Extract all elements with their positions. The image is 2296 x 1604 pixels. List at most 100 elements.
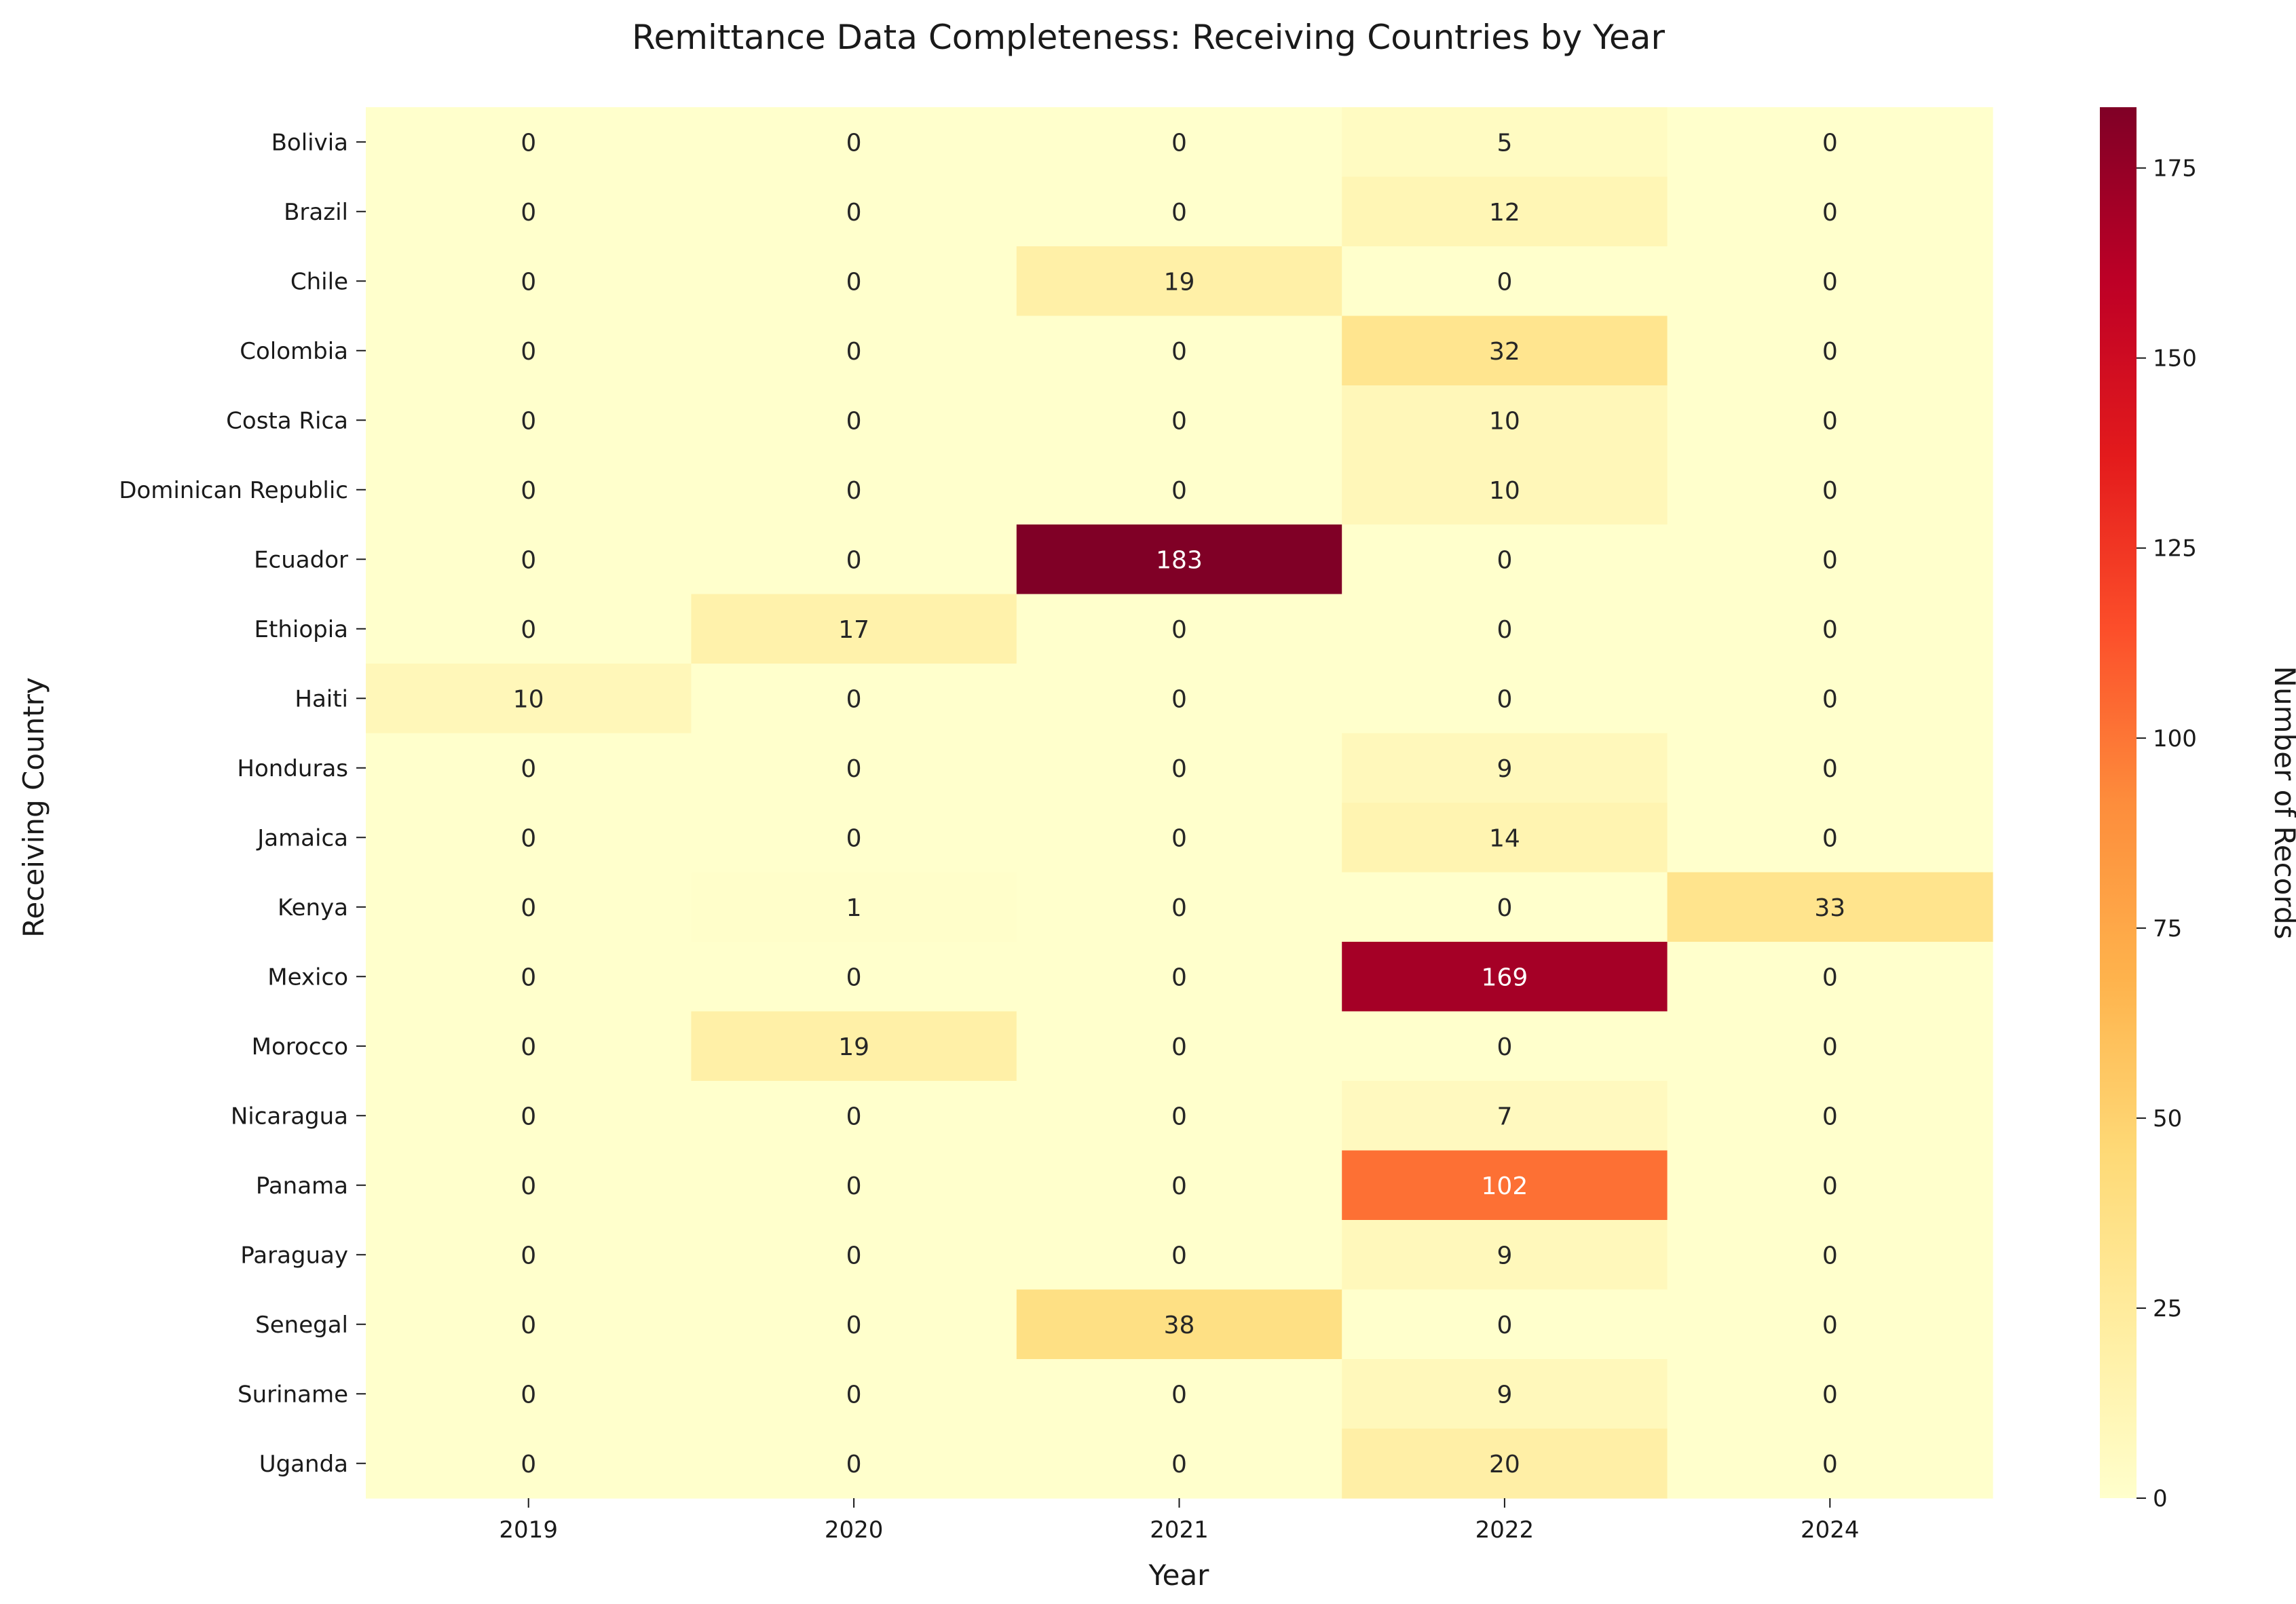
cell-value-label: 0 — [1171, 1172, 1187, 1200]
y-tick-label: Dominican Republic — [119, 477, 348, 504]
cell-value-label: 0 — [1822, 546, 1838, 574]
cell-value-label: 0 — [846, 1451, 862, 1478]
heatmap-cell — [691, 1359, 1017, 1430]
cell-value-label: 0 — [846, 546, 862, 574]
heatmap-cell — [1016, 1428, 1342, 1499]
heatmap-cell — [366, 107, 692, 178]
cell-value-label: 0 — [1822, 685, 1838, 713]
heatmap-cell — [1016, 107, 1342, 178]
heatmap-cell — [1016, 524, 1342, 595]
heatmap-cell — [1342, 872, 1668, 942]
heatmap-cell — [1667, 176, 1993, 247]
cell-value-label: 0 — [846, 199, 862, 227]
heatmap-cell — [366, 1011, 692, 1082]
cell-value-label: 0 — [521, 824, 536, 852]
heatmap-cell — [1667, 872, 1993, 942]
cell-value-label: 0 — [1171, 1103, 1187, 1130]
heatmap-cell — [1667, 1289, 1993, 1360]
colorbar-tick-label: 25 — [2153, 1295, 2182, 1322]
heatmap-cell — [1342, 664, 1668, 734]
cell-value-label: 0 — [846, 268, 862, 296]
y-tick-label: Mexico — [267, 963, 348, 991]
cell-value-label: 0 — [846, 963, 862, 991]
colorbar — [2100, 107, 2137, 1498]
cell-value-label: 0 — [521, 755, 536, 783]
x-tick-label: 2021 — [1150, 1516, 1209, 1544]
cell-value-label: 0 — [1822, 1381, 1838, 1409]
cell-value-label: 19 — [1164, 268, 1195, 296]
heatmap-cell — [1342, 1150, 1668, 1221]
heatmap-cell — [1016, 872, 1342, 942]
x-axis-title: Year — [1148, 1559, 1210, 1592]
heatmap-cell — [366, 733, 692, 803]
heatmap-cell — [691, 246, 1017, 317]
cell-value-label: 20 — [1489, 1451, 1520, 1478]
heatmap-cell — [691, 385, 1017, 456]
y-tick-label: Ecuador — [254, 546, 348, 573]
cell-value-label: 0 — [846, 477, 862, 505]
heatmap-cell — [691, 1220, 1017, 1291]
colorbar-tick-label: 150 — [2153, 345, 2197, 373]
heatmap-cell — [691, 1081, 1017, 1151]
cell-value-label: 0 — [521, 1381, 536, 1409]
heatmap-cell — [1667, 733, 1993, 803]
cell-value-label: 0 — [1171, 338, 1187, 366]
chart-title: Remittance Data Completeness: Receiving … — [632, 18, 1665, 57]
y-tick-label: Paraguay — [240, 1242, 348, 1269]
cell-value-label: 0 — [846, 1172, 862, 1200]
cell-value-label: 0 — [1171, 824, 1187, 852]
heatmap-cell — [1667, 1081, 1993, 1151]
heatmap-cell — [1667, 1220, 1993, 1291]
x-axis-ticks: 2019 2020 2021 2022 2024 — [499, 1498, 1860, 1544]
heatmap-cell — [1342, 107, 1668, 178]
heatmap-cell — [691, 733, 1017, 803]
heatmap-cell — [1667, 246, 1993, 317]
heatmap-cell — [1667, 316, 1993, 386]
cell-value-label: 0 — [1497, 894, 1512, 922]
heatmap-cell — [366, 1220, 692, 1291]
heatmap-cell — [1342, 316, 1668, 386]
y-tick-label: Bolivia — [271, 129, 348, 156]
heatmap-cell — [366, 1081, 692, 1151]
heatmap-cell — [691, 1150, 1017, 1221]
cell-value-label: 0 — [1822, 1103, 1838, 1130]
cell-value-label: 0 — [1822, 199, 1838, 227]
cell-value-label: 10 — [513, 685, 544, 713]
heatmap-cell — [366, 1150, 692, 1221]
y-tick-label: Brazil — [284, 199, 348, 226]
heatmap-cell — [1342, 1359, 1668, 1430]
heatmap-cell — [366, 803, 692, 873]
colorbar-label: Number of Records — [2268, 666, 2296, 940]
heatmap-cell — [1016, 1289, 1342, 1360]
heatmap-cell — [1342, 594, 1668, 664]
cell-value-label: 0 — [1822, 407, 1838, 435]
cell-value-label: 0 — [1171, 1242, 1187, 1269]
cell-value-label: 9 — [1497, 1242, 1512, 1269]
y-tick-label: Ethiopia — [255, 616, 348, 643]
cell-value-label: 0 — [1497, 1033, 1512, 1061]
cell-value-label: 0 — [846, 129, 862, 157]
heatmap-cell — [1016, 316, 1342, 386]
heatmap-cell — [366, 524, 692, 595]
colorbar-tick-label: 100 — [2153, 725, 2197, 752]
cell-value-label: 9 — [1497, 755, 1512, 783]
cell-value-label: 0 — [846, 1242, 862, 1269]
colorbar-tick-label: 50 — [2153, 1105, 2182, 1132]
colorbar-tick-label: 125 — [2153, 535, 2197, 562]
heatmap-cell — [1016, 246, 1342, 317]
cell-value-label: 0 — [1822, 755, 1838, 783]
y-tick-label: Uganda — [259, 1451, 348, 1478]
colorbar-tick-label: 0 — [2153, 1485, 2168, 1512]
heatmap-cell — [1016, 1359, 1342, 1430]
cell-value-label: 0 — [521, 1451, 536, 1478]
cell-value-label: 0 — [1822, 338, 1838, 366]
heatmap-cell — [366, 1428, 692, 1499]
y-tick-label: Chile — [290, 268, 348, 295]
heatmap-cell — [1667, 1011, 1993, 1082]
cell-value-label: 0 — [521, 338, 536, 366]
cell-value-label: 0 — [521, 546, 536, 574]
cell-value-label: 0 — [1171, 129, 1187, 157]
heatmap-cell — [366, 664, 692, 734]
heatmap-cell — [1342, 803, 1668, 873]
heatmap-cell — [1016, 1220, 1342, 1291]
